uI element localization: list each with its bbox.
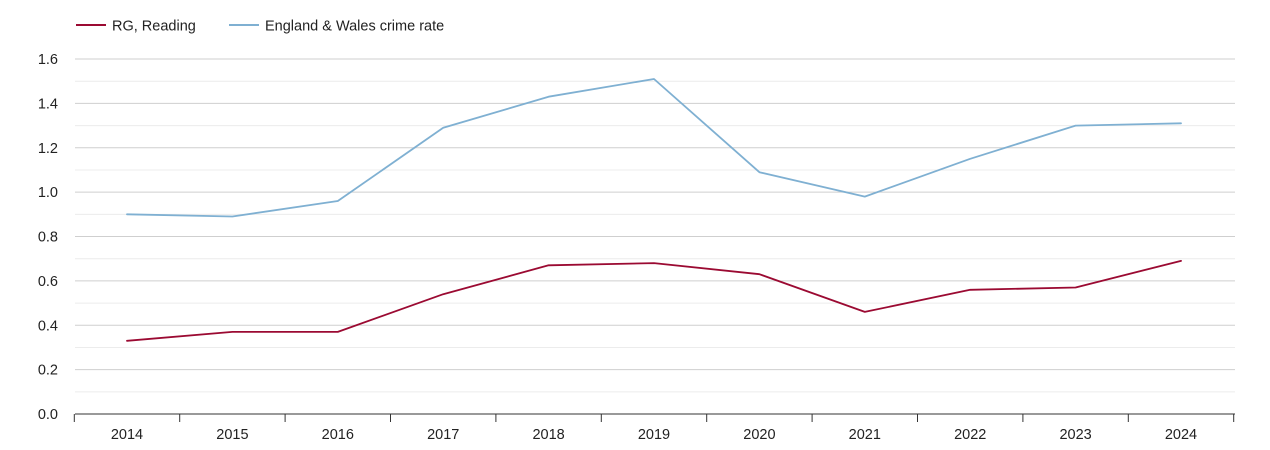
series-line-1	[126, 78, 1182, 218]
legend-label-1[interactable]: England & Wales crime rate	[265, 19, 444, 35]
legend-label-0[interactable]: RG, Reading	[112, 19, 196, 35]
series-group	[126, 78, 1182, 342]
x-tick-label: 2020	[743, 427, 775, 443]
series-line-0	[126, 259, 1182, 342]
x-tick-label: 2018	[532, 427, 564, 443]
x-axis: 2014 2015 2016 2017 2018 2019 2020 2021 2022 2023…	[73, 413, 1235, 443]
legend: RG, Reading England & Wales crime rate	[76, 19, 444, 35]
y-tick-label: 0.0	[38, 407, 58, 423]
y-tick-label: 0.6	[38, 274, 58, 290]
x-tick-label: 2015	[216, 427, 248, 443]
y-tick-label: 1.4	[38, 96, 58, 112]
x-tick-label: 2016	[322, 427, 354, 443]
y-tick-label: 0.4	[38, 318, 58, 334]
x-tick-label: 2024	[1165, 427, 1197, 443]
y-tick-label: 0.2	[38, 363, 58, 379]
x-tick-label: 2019	[638, 427, 670, 443]
x-tick-label: 2017	[427, 427, 459, 443]
y-tick-label: 0.8	[38, 230, 58, 246]
x-tick-label: 2021	[849, 427, 881, 443]
x-tick-label: 2014	[111, 427, 143, 443]
y-axis: 0.0 0.2 0.4 0.6 0.8 1.0 1.2 1.4 1.6	[38, 52, 58, 423]
x-tick-label: 2023	[1059, 427, 1091, 443]
y-tick-label: 1.0	[38, 185, 58, 201]
y-tick-label: 1.2	[38, 141, 58, 157]
y-tick-label: 1.6	[38, 52, 58, 68]
x-tick-label: 2022	[954, 427, 986, 443]
grid-lines	[75, 58, 1235, 393]
